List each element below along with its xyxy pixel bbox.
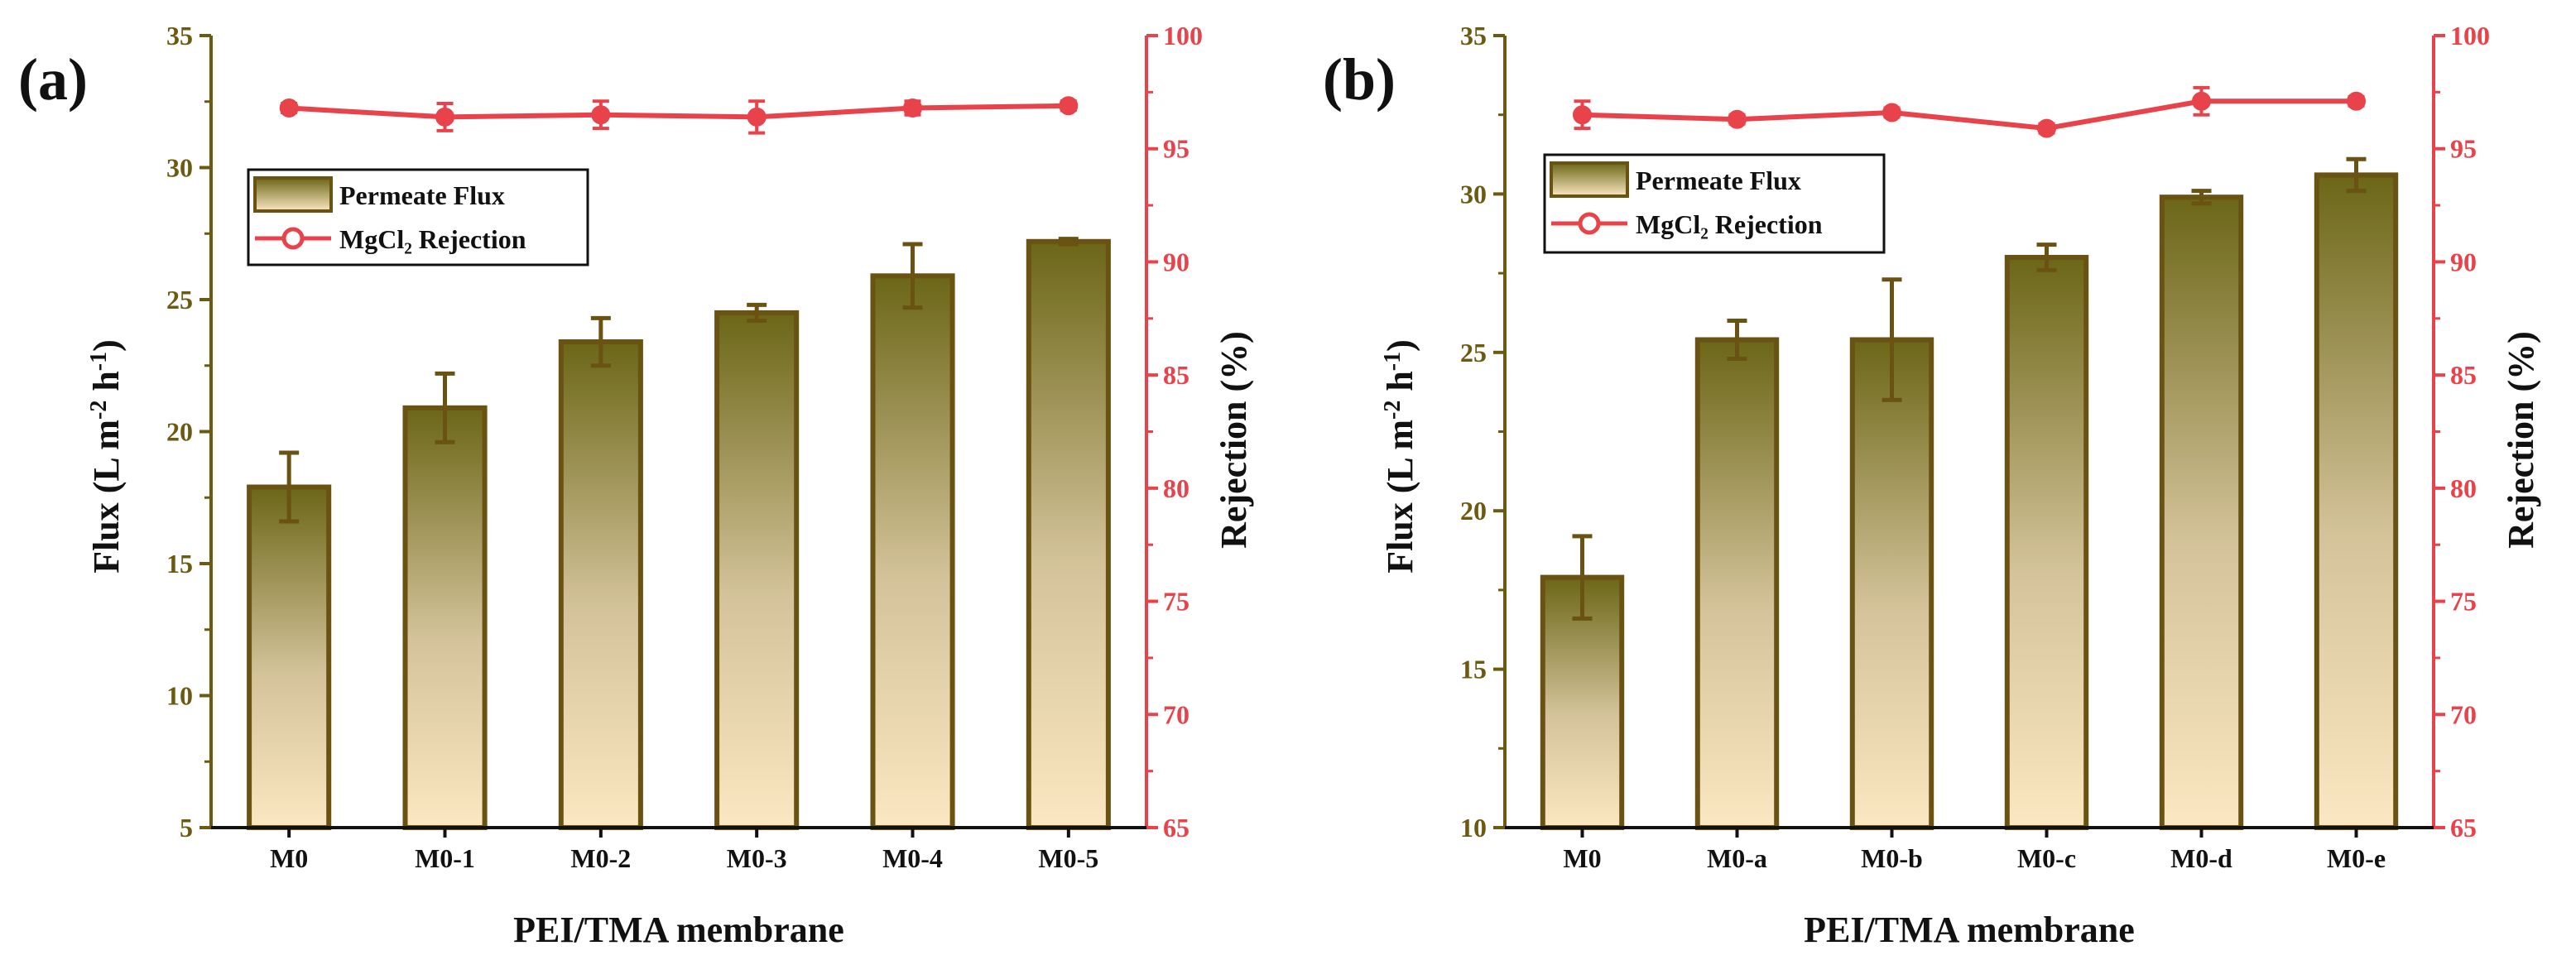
flux-error-bar [279, 450, 300, 524]
y-left-tick-label: 35 [1460, 21, 1487, 50]
y-right-tick-label: 80 [1163, 473, 1189, 503]
rejection-point-m0-2 [591, 105, 611, 125]
y-right-tick-label: 75 [1163, 587, 1189, 617]
x-axis-title: PEI/TMA membrane [1804, 910, 2135, 950]
flux-error-bar [2036, 242, 2057, 272]
bar-m0-c [2004, 255, 2089, 830]
flux-error-bar [2191, 189, 2212, 206]
y-right-tick-label: 90 [1163, 247, 1189, 276]
x-tick-label-m0-a: M0-a [1707, 843, 1767, 873]
legend-swatch-marker [1578, 212, 1601, 235]
rejection-point-m0-c [2037, 118, 2056, 138]
bar-m0-1 [402, 405, 488, 830]
bar-m0-4 [870, 273, 955, 830]
y-right-tick-label: 80 [2450, 473, 2477, 503]
flux-error-bar [747, 302, 767, 324]
y-right-axis-title: Rejection (%) [2501, 331, 2541, 549]
flux-error-bar [590, 315, 611, 368]
y-right-tick-label: 65 [1163, 813, 1189, 843]
flux-error-bar [1572, 534, 1593, 621]
rejection-line [289, 103, 1069, 120]
y-right-tick-label: 75 [2450, 587, 2477, 617]
panel-label: (b) [1323, 46, 1396, 113]
x-tick-label-m0-4: M0-4 [882, 843, 943, 873]
rejection-point-m0-4 [903, 98, 922, 118]
x-axis-title: PEI/TMA membrane [513, 910, 844, 950]
panel-b: 10 15 20 25 30 35 65 70 75 80 85 90 95 100 M0 M0-a M0-b M… [1323, 21, 2541, 950]
legend-swatch-flux [253, 176, 333, 213]
y-right-tick-label: 70 [2450, 699, 2477, 729]
bar-m0 [247, 484, 332, 830]
bar-m0-b [1849, 337, 1934, 830]
flux-error-bar [1058, 237, 1079, 247]
legend-swatch-flux [1550, 161, 1629, 198]
x-tick-label-m0-2: M0-2 [570, 843, 631, 873]
panel-a: 5 10 15 20 25 30 35 65 70 75 80 85 90 95 100 M0 M0-1 M0-2… [18, 21, 1254, 950]
flux-error-bar [1727, 319, 1747, 361]
x-tick-label-m0-5: M0-5 [1038, 843, 1098, 873]
y-left-tick-label: 5 [180, 813, 193, 843]
y-left-tick-label: 15 [166, 549, 193, 579]
y-left-tick-label: 10 [166, 681, 193, 711]
y-right-tick-label: 70 [1163, 699, 1189, 729]
y-right-tick-label: 85 [2450, 360, 2477, 390]
rejection-point-m0-b [1882, 103, 1901, 122]
panel-label: (a) [18, 46, 88, 113]
rejection-point-m0 [1573, 105, 1592, 125]
rejection-point-m0-e [2347, 91, 2366, 111]
flux-error-bar [902, 242, 923, 310]
x-tick-label-m0-b: M0-b [1861, 843, 1923, 873]
legend-label-rejection: MgCl₂ Rejection [339, 224, 526, 254]
flux-error-bar [435, 371, 455, 444]
y-right-tick-label: 95 [1163, 134, 1189, 164]
flux-error-bar [1882, 277, 1902, 402]
y-right-tick-label: 100 [1163, 21, 1203, 50]
rejection-point-m0-1 [435, 107, 454, 127]
rejection-line [1582, 98, 2357, 132]
bar-m0-2 [558, 339, 643, 830]
y-left-tick-label: 20 [166, 417, 193, 447]
y-left-axis-title: Flux (L m-2 h-1) [1380, 339, 1421, 574]
y-right-axis-title: Rejection (%) [1214, 331, 1254, 549]
bar-m0-a [1694, 337, 1780, 830]
rejection-point-m0-a [1728, 109, 1747, 129]
y-right-tick-label: 85 [1163, 360, 1189, 390]
bar-m0-3 [714, 310, 800, 830]
y-left-tick-label: 25 [1460, 338, 1487, 367]
y-left-tick-label: 20 [1460, 496, 1487, 526]
x-tick-label-m0-1: M0-1 [415, 843, 475, 873]
x-tick-label-m0: M0 [270, 843, 308, 873]
flux-error-bar [2346, 156, 2367, 194]
y-left-tick-label: 35 [166, 21, 193, 50]
x-tick-label-m0-3: M0-3 [727, 843, 787, 873]
y-right-tick-label: 90 [2450, 247, 2477, 276]
y-right-tick-label: 65 [2450, 813, 2477, 843]
rejection-point-m0 [279, 98, 299, 118]
x-tick-label-m0-e: M0-e [2327, 843, 2386, 873]
rejection-point-m0-d [2192, 91, 2211, 111]
legend-swatch-marker [281, 227, 305, 250]
legend: Permeate Flux MgCl₂ Rejection [247, 168, 589, 266]
legend: Permeate Flux MgCl₂ Rejection [1543, 153, 1886, 254]
rejection-point-m0-5 [1059, 96, 1079, 116]
bar-m0-d [2159, 194, 2244, 830]
y-left-axis-title: Flux (L m-2 h-1) [86, 339, 127, 574]
legend-label-flux: Permeate Flux [1636, 166, 1801, 195]
y-left-tick-label: 15 [1460, 655, 1487, 684]
y-right-tick-label: 100 [2450, 21, 2490, 50]
x-tick-label-m0: M0 [1563, 843, 1601, 873]
legend-label-rejection: MgCl₂ Rejection [1636, 209, 1823, 239]
x-tick-label-m0-c: M0-c [2017, 843, 2076, 873]
legend-label-flux: Permeate Flux [339, 180, 505, 210]
bar-m0-5 [1026, 238, 1111, 830]
y-left-tick-label: 30 [1460, 179, 1487, 209]
bar-m0-e [2314, 172, 2399, 830]
rejection-point-m0-3 [747, 107, 767, 127]
y-left-tick-label: 25 [166, 285, 193, 314]
y-right-tick-label: 95 [2450, 134, 2477, 164]
y-left-tick-label: 30 [166, 153, 193, 183]
y-left-tick-label: 10 [1460, 813, 1487, 843]
x-tick-label-m0-d: M0-d [2170, 843, 2232, 873]
